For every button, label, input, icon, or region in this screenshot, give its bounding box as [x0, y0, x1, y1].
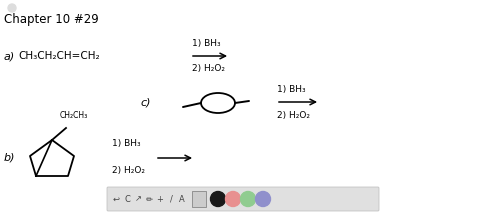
Circle shape [8, 4, 16, 12]
Ellipse shape [201, 93, 235, 113]
Text: ↗: ↗ [134, 195, 142, 204]
Text: a): a) [4, 51, 15, 61]
Text: b): b) [4, 153, 15, 163]
FancyBboxPatch shape [107, 187, 379, 211]
Circle shape [211, 192, 226, 207]
Text: +: + [156, 195, 163, 204]
Text: ↩: ↩ [112, 195, 120, 204]
Text: 2) H₂O₂: 2) H₂O₂ [277, 111, 310, 120]
Text: C: C [124, 195, 130, 204]
Text: Chapter 10 #29: Chapter 10 #29 [4, 13, 99, 26]
Text: A: A [179, 195, 185, 204]
Text: c): c) [140, 97, 151, 107]
Circle shape [240, 192, 255, 207]
Text: CH₂CH₃: CH₂CH₃ [60, 111, 88, 120]
Text: CH₃CH₂CH=CH₂: CH₃CH₂CH=CH₂ [18, 51, 100, 61]
Text: 1) BH₃: 1) BH₃ [192, 39, 221, 48]
Text: /: / [169, 195, 172, 204]
Text: ✏: ✏ [145, 195, 153, 204]
Text: 2) H₂O₂: 2) H₂O₂ [192, 64, 225, 73]
Text: 1) BH₃: 1) BH₃ [277, 85, 306, 94]
Text: 2) H₂O₂: 2) H₂O₂ [112, 166, 145, 175]
Circle shape [255, 192, 271, 207]
Bar [192, 191, 206, 207]
Text: 1) BH₃: 1) BH₃ [112, 139, 141, 148]
Circle shape [226, 192, 240, 207]
